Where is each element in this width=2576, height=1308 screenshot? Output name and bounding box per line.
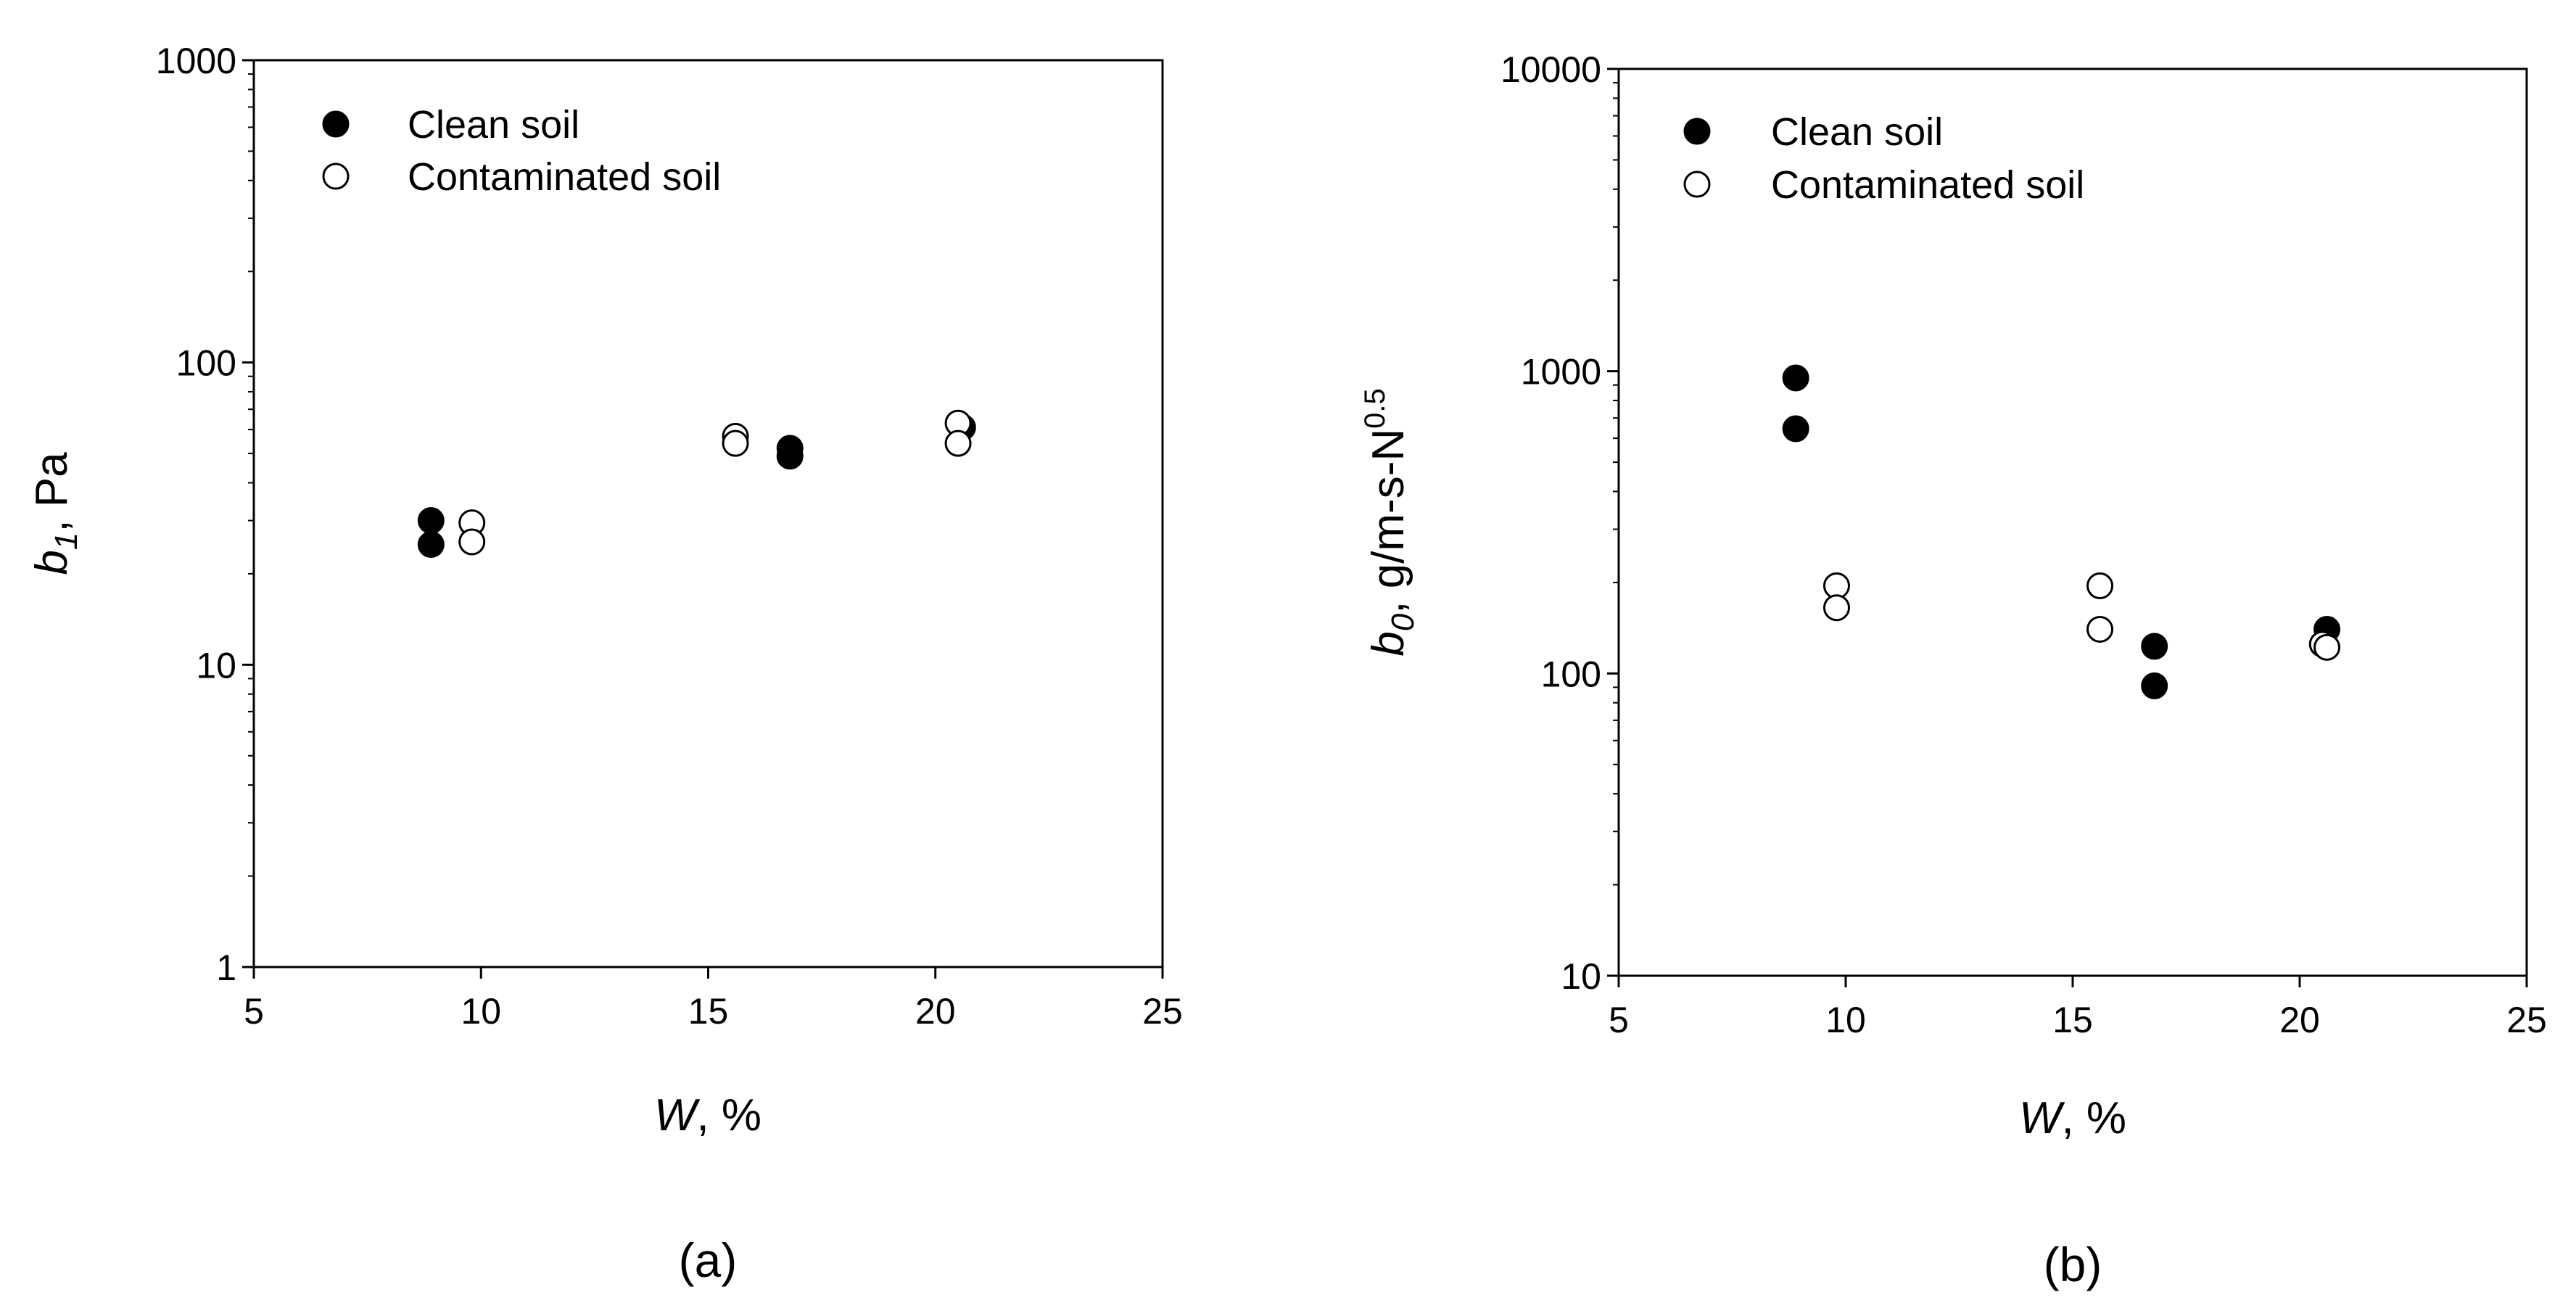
data-point-clean-soil [1782,364,1809,392]
data-points [417,409,976,559]
y-tick-label: 1000 [156,41,236,81]
data-point-clean-soil [2141,672,2168,699]
legend-label-clean-soil: Clean soil [1771,110,1943,154]
legend-marker-clean-soil [322,110,350,138]
data-point-contaminated-soil [458,528,486,556]
data-point-contaminated-soil [722,429,749,457]
data-point-contaminated-soil [944,429,972,457]
legend-marker-contaminated-soil [322,163,350,190]
data-point-contaminated-soil [2086,615,2114,643]
y-tick-label: 10 [1561,956,1601,997]
x-axis-title: W, % [654,1090,761,1140]
data-point-clean-soil [776,443,804,470]
data-point-clean-soil [2141,633,2168,660]
legend-label-contaminated-soil: Contaminated soil [408,155,721,199]
y-axis-title: b0, g/m-s-N0.5 [1359,388,1421,656]
y-tick-label: 100 [1541,654,1601,694]
legend-marker-clean-soil [1683,118,1711,145]
x-tick-label: 20 [2279,1000,2320,1040]
data-point-contaminated-soil [2313,633,2341,661]
y-ticks: 1 10 100 1000 [156,41,254,988]
data-point-clean-soil [417,531,445,559]
x-ticks: 5 10 15 20 25 [1609,976,2547,1040]
x-tick-label: 15 [688,991,729,1032]
y-tick-label: 1 [216,947,236,988]
y-tick-label: 100 [176,343,236,384]
x-tick-label: 5 [244,991,264,1032]
data-point-clean-soil [1782,415,1809,443]
x-tick-label: 5 [1609,1000,1629,1040]
panel-label: (b) [2044,1238,2102,1291]
x-tick-label: 10 [1825,1000,1866,1040]
y-ticks: 10 100 1000 10000 [1500,49,1619,997]
x-tick-label: 25 [1142,991,1183,1032]
y-tick-label: 10 [196,645,236,686]
chart-panel-a: 5 10 15 20 25 1 10 100 1000 Clean soil Contamin… [27,41,1183,1287]
y-tick-label: 1000 [1521,352,1601,392]
x-tick-label: 15 [2052,1000,2093,1040]
legend-label-contaminated-soil: Contaminated soil [1771,163,2084,207]
x-tick-label: 10 [461,991,501,1032]
panel-label: (a) [679,1233,738,1287]
legend: Clean soil Contaminated soil [1683,110,2084,207]
data-points [1782,364,2341,699]
y-tick-label: 10000 [1500,49,1601,90]
data-point-contaminated-soil [1822,594,1850,622]
x-tick-label: 25 [2506,1000,2547,1040]
legend: Clean soil Contaminated soil [322,103,721,199]
legend-marker-contaminated-soil [1683,170,1711,198]
x-axis-title: W, % [2019,1093,2126,1143]
x-tick-label: 20 [915,991,956,1032]
y-axis-title: b1, Pa [27,452,84,575]
data-point-clean-soil [417,507,445,535]
data-point-contaminated-soil [2086,572,2114,599]
x-ticks: 5 10 15 20 25 [244,967,1183,1032]
legend-label-clean-soil: Clean soil [408,103,579,147]
